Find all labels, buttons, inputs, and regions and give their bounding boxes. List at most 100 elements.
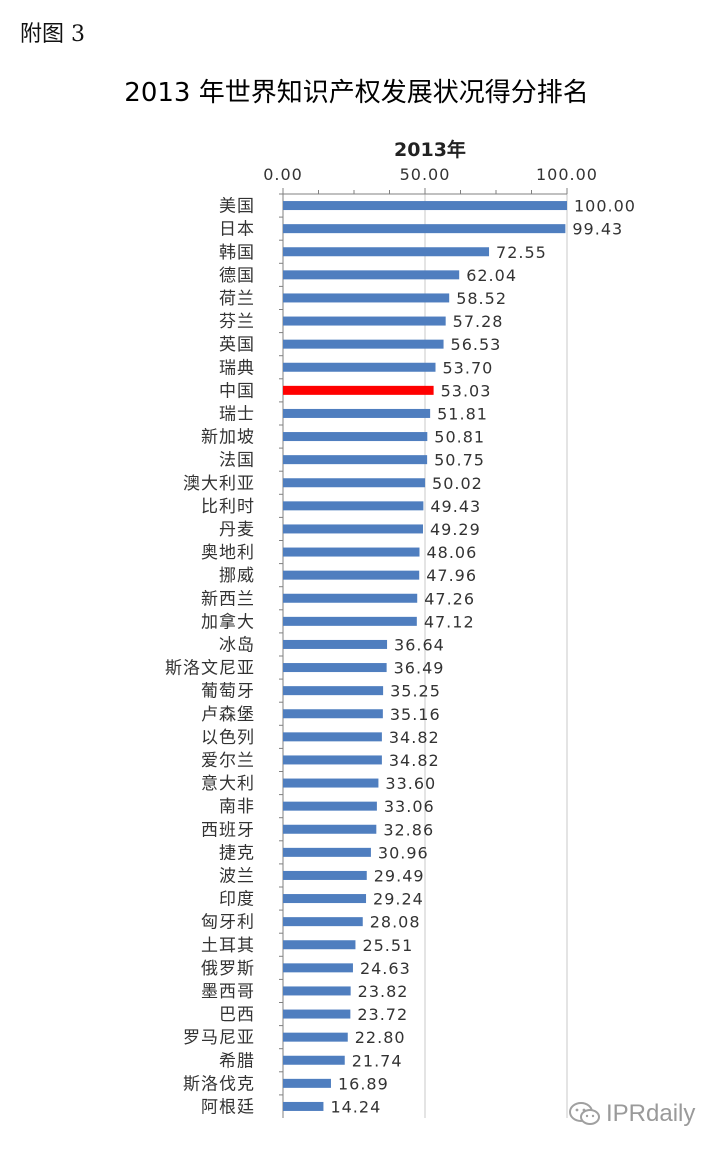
category-label: 中国 xyxy=(219,381,255,401)
value-label: 49.29 xyxy=(430,520,481,539)
bar xyxy=(283,639,388,649)
category-label: 冰岛 xyxy=(219,635,255,655)
x-tick-label: 0.00 xyxy=(263,165,303,184)
bar xyxy=(283,385,434,395)
bar xyxy=(283,593,418,603)
value-label: 16.89 xyxy=(338,1074,389,1093)
value-label: 47.96 xyxy=(426,566,477,585)
bar xyxy=(283,847,371,857)
bar xyxy=(283,478,426,488)
value-label: 53.03 xyxy=(441,381,492,400)
value-label: 47.26 xyxy=(424,589,475,608)
x-tick-label: 100.00 xyxy=(536,165,598,184)
bar xyxy=(283,801,377,811)
value-label: 50.81 xyxy=(434,428,485,447)
category-label: 意大利 xyxy=(201,774,255,794)
bar xyxy=(283,547,420,557)
category-label: 波兰 xyxy=(219,866,255,886)
bar xyxy=(283,1055,345,1065)
category-label: 美国 xyxy=(219,197,255,217)
bar xyxy=(283,917,363,927)
wechat-icon xyxy=(569,1102,600,1125)
watermark-text: IPRdaily xyxy=(606,1100,696,1127)
category-label: 瑞士 xyxy=(219,404,255,424)
value-label: 33.60 xyxy=(385,774,436,793)
value-label: 23.82 xyxy=(358,982,409,1001)
category-label: 土耳其 xyxy=(201,936,255,956)
bar xyxy=(283,1101,324,1111)
value-label: 34.82 xyxy=(389,728,440,747)
bar xyxy=(283,1032,348,1042)
category-label: 卢森堡 xyxy=(201,705,255,725)
value-label: 25.51 xyxy=(362,936,413,955)
value-label: 24.63 xyxy=(360,959,411,978)
bar xyxy=(283,940,356,950)
category-label: 奥地利 xyxy=(201,543,255,563)
bar xyxy=(283,224,566,234)
bar xyxy=(283,408,431,418)
category-label: 匈牙利 xyxy=(201,913,255,933)
category-label: 澳大利亚 xyxy=(183,474,255,494)
value-label: 62.04 xyxy=(466,266,517,285)
bar xyxy=(283,1078,331,1088)
bar xyxy=(283,293,450,303)
bar xyxy=(283,732,382,742)
bar xyxy=(283,824,377,834)
bar xyxy=(283,1009,351,1019)
category-label: 法国 xyxy=(219,451,255,471)
x-tick-label: 50.00 xyxy=(400,165,451,184)
category-label: 南非 xyxy=(219,797,255,817)
value-label: 14.24 xyxy=(330,1097,381,1116)
bar xyxy=(283,963,353,973)
category-label: 比利时 xyxy=(201,497,255,517)
category-label: 俄罗斯 xyxy=(201,959,255,979)
category-label: 英国 xyxy=(219,335,255,355)
value-label: 49.43 xyxy=(430,497,481,516)
value-label: 35.25 xyxy=(390,682,441,701)
bar xyxy=(283,570,420,580)
bar xyxy=(283,894,367,904)
watermark: IPRdaily xyxy=(568,1100,695,1128)
bar xyxy=(283,778,379,788)
value-label: 57.28 xyxy=(453,312,504,331)
bar xyxy=(283,270,460,280)
bar xyxy=(283,663,387,673)
bar xyxy=(283,316,446,326)
category-label: 墨西哥 xyxy=(201,982,255,1002)
category-label: 德国 xyxy=(219,266,255,286)
category-label: 斯洛伐克 xyxy=(183,1074,255,1094)
category-label: 日本 xyxy=(219,220,255,240)
value-label: 56.53 xyxy=(451,335,502,354)
value-label: 53.70 xyxy=(443,358,494,377)
category-label: 新加坡 xyxy=(201,428,255,448)
value-label: 33.06 xyxy=(384,797,435,816)
category-label: 芬兰 xyxy=(219,312,255,332)
bar xyxy=(283,362,436,372)
value-label: 32.86 xyxy=(383,820,434,839)
category-label: 韩国 xyxy=(219,243,255,263)
category-label: 以色列 xyxy=(201,728,255,748)
value-label: 100.00 xyxy=(574,197,636,216)
value-label: 29.49 xyxy=(374,866,425,885)
category-label: 希腊 xyxy=(219,1051,255,1071)
bar xyxy=(283,616,417,626)
category-label: 葡萄牙 xyxy=(201,682,255,702)
bar xyxy=(283,870,367,880)
category-label: 加拿大 xyxy=(201,611,255,632)
value-label: 22.80 xyxy=(355,1028,406,1047)
value-label: 21.74 xyxy=(352,1051,403,1070)
bar xyxy=(283,986,351,996)
bar xyxy=(283,686,384,696)
value-label: 99.43 xyxy=(572,220,623,239)
value-label: 29.24 xyxy=(373,890,424,909)
value-label: 47.12 xyxy=(424,612,475,631)
series-name: 2013年 xyxy=(394,138,466,161)
bar xyxy=(283,201,567,211)
value-label: 23.72 xyxy=(357,1005,408,1024)
value-label: 58.52 xyxy=(456,289,507,308)
category-label: 荷兰 xyxy=(219,289,255,309)
category-label: 挪威 xyxy=(219,566,255,586)
value-label: 50.75 xyxy=(434,451,485,470)
value-label: 48.06 xyxy=(426,543,477,562)
